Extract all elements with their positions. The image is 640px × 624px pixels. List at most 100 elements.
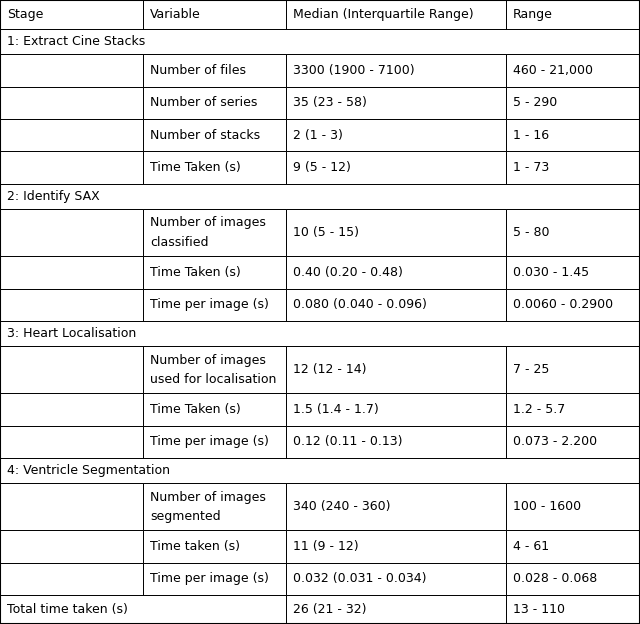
Bar bbox=[0, 29, 640, 54]
Bar bbox=[0, 152, 143, 184]
Bar bbox=[143, 288, 286, 321]
Text: classified: classified bbox=[150, 236, 209, 249]
Text: 0.12 (0.11 - 0.13): 0.12 (0.11 - 0.13) bbox=[293, 436, 403, 449]
Bar bbox=[0, 119, 143, 152]
Text: Number of files: Number of files bbox=[150, 64, 246, 77]
Text: Time Taken (s): Time Taken (s) bbox=[150, 403, 241, 416]
Bar bbox=[0, 209, 143, 256]
Text: Number of images: Number of images bbox=[150, 490, 266, 504]
Bar bbox=[143, 563, 286, 595]
Text: Variable: Variable bbox=[150, 8, 201, 21]
Bar bbox=[143, 87, 286, 119]
Text: Time per image (s): Time per image (s) bbox=[150, 572, 269, 585]
Text: 35 (23 - 58): 35 (23 - 58) bbox=[293, 96, 367, 109]
Text: Time Taken (s): Time Taken (s) bbox=[150, 266, 241, 279]
Bar bbox=[286, 119, 506, 152]
Text: 0.40 (0.20 - 0.48): 0.40 (0.20 - 0.48) bbox=[293, 266, 403, 279]
Bar bbox=[286, 530, 506, 563]
Text: 1.5 (1.4 - 1.7): 1.5 (1.4 - 1.7) bbox=[293, 403, 379, 416]
Bar bbox=[506, 152, 640, 184]
Text: 1.2 - 5.7: 1.2 - 5.7 bbox=[513, 403, 565, 416]
Bar bbox=[286, 256, 506, 288]
Bar bbox=[506, 346, 640, 393]
Bar bbox=[506, 0, 640, 29]
Bar bbox=[506, 87, 640, 119]
Bar bbox=[286, 346, 506, 393]
Bar bbox=[286, 595, 506, 624]
Bar bbox=[286, 393, 506, 426]
Bar bbox=[143, 426, 286, 458]
Bar bbox=[506, 288, 640, 321]
Text: 0.073 - 2.200: 0.073 - 2.200 bbox=[513, 436, 597, 449]
Text: 9 (5 - 12): 9 (5 - 12) bbox=[293, 161, 351, 174]
Bar bbox=[286, 152, 506, 184]
Text: Time per image (s): Time per image (s) bbox=[150, 436, 269, 449]
Bar bbox=[0, 563, 143, 595]
Bar bbox=[143, 530, 286, 563]
Bar bbox=[0, 346, 143, 393]
Bar bbox=[286, 288, 506, 321]
Bar bbox=[0, 484, 143, 530]
Bar bbox=[286, 484, 506, 530]
Bar bbox=[286, 87, 506, 119]
Bar bbox=[143, 484, 286, 530]
Text: Total time taken (s): Total time taken (s) bbox=[7, 603, 128, 616]
Text: 0.032 (0.031 - 0.034): 0.032 (0.031 - 0.034) bbox=[293, 572, 426, 585]
Text: 1: Extract Cine Stacks: 1: Extract Cine Stacks bbox=[7, 35, 145, 48]
Text: 5 - 290: 5 - 290 bbox=[513, 96, 557, 109]
Bar bbox=[506, 595, 640, 624]
Text: 340 (240 - 360): 340 (240 - 360) bbox=[293, 500, 390, 514]
Text: 1 - 73: 1 - 73 bbox=[513, 161, 549, 174]
Bar bbox=[506, 563, 640, 595]
Bar bbox=[0, 87, 143, 119]
Bar bbox=[143, 393, 286, 426]
Bar bbox=[0, 530, 143, 563]
Text: Number of stacks: Number of stacks bbox=[150, 129, 260, 142]
Bar bbox=[506, 209, 640, 256]
Bar bbox=[286, 209, 506, 256]
Text: 2 (1 - 3): 2 (1 - 3) bbox=[293, 129, 343, 142]
Text: Range: Range bbox=[513, 8, 553, 21]
Text: 0.0060 - 0.2900: 0.0060 - 0.2900 bbox=[513, 298, 613, 311]
Text: 0.028 - 0.068: 0.028 - 0.068 bbox=[513, 572, 597, 585]
Bar bbox=[506, 256, 640, 288]
Bar bbox=[143, 256, 286, 288]
Bar bbox=[286, 426, 506, 458]
Text: 1 - 16: 1 - 16 bbox=[513, 129, 549, 142]
Text: Number of series: Number of series bbox=[150, 96, 257, 109]
Bar bbox=[286, 54, 506, 87]
Bar bbox=[143, 209, 286, 256]
Bar bbox=[506, 484, 640, 530]
Bar bbox=[506, 119, 640, 152]
Text: 4 - 61: 4 - 61 bbox=[513, 540, 549, 553]
Text: 3300 (1900 - 7100): 3300 (1900 - 7100) bbox=[293, 64, 415, 77]
Text: 11 (9 - 12): 11 (9 - 12) bbox=[293, 540, 358, 553]
Bar bbox=[0, 54, 143, 87]
Text: 4: Ventricle Segmentation: 4: Ventricle Segmentation bbox=[7, 464, 170, 477]
Text: 3: Heart Localisation: 3: Heart Localisation bbox=[7, 327, 136, 340]
Bar bbox=[506, 426, 640, 458]
Bar bbox=[0, 595, 286, 624]
Bar bbox=[286, 563, 506, 595]
Bar bbox=[0, 256, 143, 288]
Bar bbox=[506, 530, 640, 563]
Text: used for localisation: used for localisation bbox=[150, 373, 276, 386]
Text: 10 (5 - 15): 10 (5 - 15) bbox=[293, 226, 359, 239]
Bar bbox=[0, 0, 143, 29]
Text: Median (Interquartile Range): Median (Interquartile Range) bbox=[293, 8, 474, 21]
Text: 12 (12 - 14): 12 (12 - 14) bbox=[293, 363, 367, 376]
Bar bbox=[143, 152, 286, 184]
Text: segmented: segmented bbox=[150, 510, 221, 523]
Text: 13 - 110: 13 - 110 bbox=[513, 603, 565, 616]
Bar bbox=[0, 184, 640, 209]
Text: Time taken (s): Time taken (s) bbox=[150, 540, 240, 553]
Text: Stage: Stage bbox=[7, 8, 44, 21]
Text: 7 - 25: 7 - 25 bbox=[513, 363, 549, 376]
Text: 0.030 - 1.45: 0.030 - 1.45 bbox=[513, 266, 589, 279]
Text: 5 - 80: 5 - 80 bbox=[513, 226, 550, 239]
Text: 460 - 21,000: 460 - 21,000 bbox=[513, 64, 593, 77]
Text: 2: Identify SAX: 2: Identify SAX bbox=[7, 190, 100, 203]
Text: Time Taken (s): Time Taken (s) bbox=[150, 161, 241, 174]
Text: Number of images: Number of images bbox=[150, 217, 266, 230]
Bar bbox=[143, 54, 286, 87]
